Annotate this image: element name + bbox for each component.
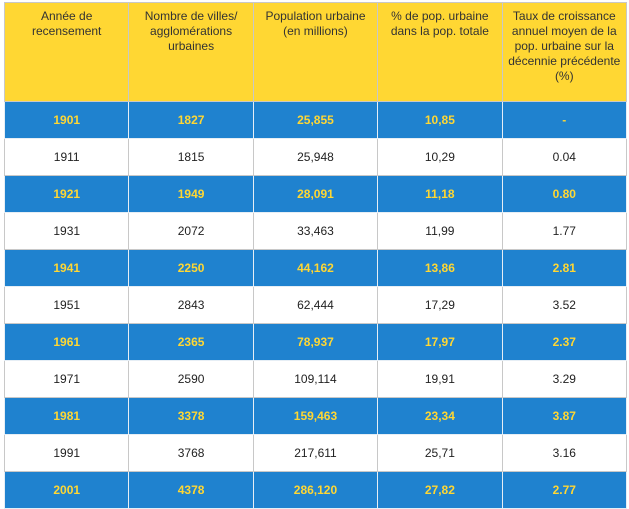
table-cell: 11,18 [377,175,503,213]
table-cell: 1961 [3,323,130,361]
table-row: 1981 3378 159,463 23,34 3.87 [3,397,628,435]
table-cell: 2.37 [501,323,628,361]
table-cell: 2072 [128,212,254,250]
table-cell: 2365 [128,323,254,361]
table-cell: 3.87 [501,397,628,435]
table-cell: 3768 [128,434,254,472]
table-cell: 62,444 [252,286,379,324]
table-row: 1941 2250 44,162 13,86 2.81 [3,249,628,287]
table-cell: 1951 [3,286,130,324]
table-cell: 33,463 [252,212,379,250]
table-row: 1991 3768 217,611 25,71 3.16 [3,434,628,472]
table-cell: 17,97 [377,323,503,361]
table-cell: 2590 [128,360,254,398]
table-body: 1901 1827 25,855 10,85-1911 1815 25,948 10,29 0… [3,101,628,509]
table-row: 1921 1949 28,091 11,18 0.80 [3,175,628,213]
table-cell: 286,120 [252,471,379,509]
table-row: 1971 2590 109,114 19,91 3.29 [3,360,628,398]
table-row: 1931 2072 33,463 11,99 1.77 [3,212,628,250]
header-cell: Taux de croissance annuel moyen de la po… [501,2,628,102]
table-cell: 3.16 [501,434,628,472]
table-cell: 11,99 [377,212,503,250]
table-cell: 1.77 [501,212,628,250]
table-cell: 27,82 [377,471,503,509]
table-cell: 2.81 [501,249,628,287]
table-cell: 28,091 [252,175,379,213]
table-header: Année de recensement Nombre de villes/ ag… [3,2,628,102]
table-cell: 3.29 [501,360,628,398]
table-cell: 3.52 [501,286,628,324]
table-cell: 25,71 [377,434,503,472]
table-cell: 1971 [3,360,130,398]
header-row: Année de recensement Nombre de villes/ ag… [3,2,628,102]
table-cell: 13,86 [377,249,503,287]
table-cell: 1981 [3,397,130,435]
table-row: 2001 4378 286,120 27,82 2.77 [3,471,628,509]
table-cell: 1949 [128,175,254,213]
table-cell: 1931 [3,212,130,250]
table-cell: - [501,101,628,139]
table-row: 1951 2843 62,444 17,29 3.52 [3,286,628,324]
table-cell: 2001 [3,471,130,509]
table-cell: 109,114 [252,360,379,398]
table-cell: 25,948 [252,138,379,176]
table-cell: 1827 [128,101,254,139]
table-cell: 23,34 [377,397,503,435]
table-cell: 1901 [3,101,130,139]
table-cell: 159,463 [252,397,379,435]
table-cell: 2.77 [501,471,628,509]
table-row: 1911 1815 25,948 10,29 0.04 [3,138,628,176]
table-cell: 2843 [128,286,254,324]
table-cell: 0.80 [501,175,628,213]
header-cell: Population urbaine (en millions) [252,2,379,102]
header-cell: Nombre de villes/ agglomérations urbaine… [128,2,254,102]
header-cell: Année de recensement [3,2,130,102]
table-cell: 1911 [3,138,130,176]
table-cell: 78,937 [252,323,379,361]
table-cell: 1991 [3,434,130,472]
table-cell: 1921 [3,175,130,213]
table-cell: 1815 [128,138,254,176]
table-cell: 19,91 [377,360,503,398]
table-cell: 3378 [128,397,254,435]
table-row: 1901 1827 25,855 10,85- [3,101,628,139]
table-cell: 44,162 [252,249,379,287]
table-cell: 4378 [128,471,254,509]
table-cell: 25,855 [252,101,379,139]
table-cell: 0.04 [501,138,628,176]
table-cell: 217,611 [252,434,379,472]
table-cell: 1941 [3,249,130,287]
table-row: 1961 2365 78,937 17,97 2.37 [3,323,628,361]
header-cell: % de pop. urbaine dans la pop. totale [377,2,503,102]
census-table: Année de recensement Nombre de villes/ ag… [3,2,628,509]
table-cell: 10,29 [377,138,503,176]
table-cell: 10,85 [377,101,503,139]
table-cell: 17,29 [377,286,503,324]
table-cell: 2250 [128,249,254,287]
